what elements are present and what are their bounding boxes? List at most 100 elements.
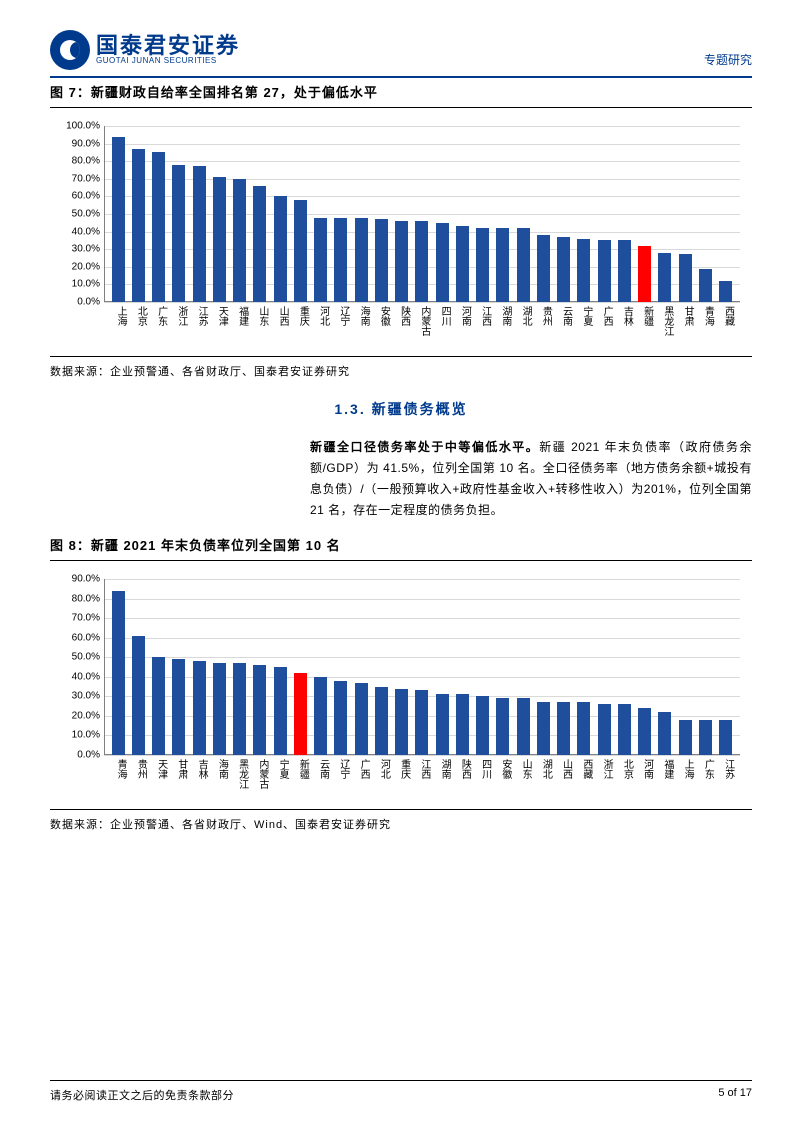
x-tick-label: 江西 bbox=[415, 755, 429, 805]
x-tick-label: 江西 bbox=[476, 302, 490, 352]
x-tick-label: 宁夏 bbox=[273, 755, 287, 805]
chart-bar bbox=[658, 712, 671, 755]
chart-bar bbox=[719, 281, 732, 302]
figure7-source: 数据来源：企业预警通、各省财政厅、国泰君安证券研究 bbox=[50, 363, 752, 379]
y-tick-label: 90.0% bbox=[58, 574, 100, 585]
chart-bar bbox=[193, 166, 206, 302]
y-tick-label: 90.0% bbox=[58, 138, 100, 149]
page-header: 国泰君安证券 GUOTAI JUNAN SECURITIES 专题研究 bbox=[50, 30, 752, 70]
x-tick-label: 青海 bbox=[698, 302, 712, 352]
chart-bar bbox=[213, 663, 226, 755]
x-tick-label: 广西 bbox=[597, 302, 611, 352]
x-tick-label: 新疆 bbox=[638, 302, 652, 352]
chart-bar bbox=[496, 698, 509, 755]
x-tick-label: 贵州 bbox=[536, 302, 550, 352]
y-tick-label: 70.0% bbox=[58, 173, 100, 184]
x-tick-label: 天津 bbox=[152, 755, 166, 805]
x-tick-label: 浙江 bbox=[597, 755, 611, 805]
figure7-chart: 0.0%10.0%20.0%30.0%40.0%50.0%60.0%70.0%8… bbox=[50, 107, 752, 357]
x-tick-label: 四川 bbox=[435, 302, 449, 352]
x-tick-label: 江苏 bbox=[719, 755, 733, 805]
y-tick-label: 80.0% bbox=[58, 156, 100, 167]
x-tick-label: 青海 bbox=[111, 755, 125, 805]
chart-bar bbox=[679, 720, 692, 755]
chart-bar bbox=[395, 221, 408, 302]
brand-logo: 国泰君安证券 GUOTAI JUNAN SECURITIES bbox=[50, 30, 240, 70]
chart-bar bbox=[172, 165, 185, 302]
x-tick-label: 河北 bbox=[314, 302, 328, 352]
chart-bar bbox=[193, 661, 206, 755]
chart-bar bbox=[638, 246, 651, 302]
chart-bar bbox=[172, 659, 185, 755]
x-tick-label: 甘肃 bbox=[172, 755, 186, 805]
x-tick-label: 吉林 bbox=[617, 302, 631, 352]
x-tick-label: 陕西 bbox=[455, 755, 469, 805]
x-tick-label: 辽宁 bbox=[334, 755, 348, 805]
x-tick-label: 北京 bbox=[617, 755, 631, 805]
y-tick-label: 40.0% bbox=[58, 226, 100, 237]
chart-bar bbox=[112, 137, 125, 302]
chart-bar bbox=[598, 240, 611, 302]
y-tick-label: 100.0% bbox=[58, 121, 100, 132]
x-tick-label: 黑龙江 bbox=[658, 302, 672, 352]
x-tick-label: 山西 bbox=[273, 302, 287, 352]
x-tick-label: 辽宁 bbox=[334, 302, 348, 352]
chart-bar bbox=[253, 665, 266, 755]
chart-bar bbox=[152, 152, 165, 302]
chart-bar bbox=[456, 694, 469, 755]
y-tick-label: 60.0% bbox=[58, 191, 100, 202]
x-tick-label: 海南 bbox=[212, 755, 226, 805]
x-tick-label: 河南 bbox=[455, 302, 469, 352]
x-tick-label: 海南 bbox=[354, 302, 368, 352]
para-bold: 新疆全口径债务率处于中等偏低水平。 bbox=[310, 440, 539, 454]
y-tick-label: 60.0% bbox=[58, 632, 100, 643]
logo-icon bbox=[50, 30, 90, 70]
logo-text-en: GUOTAI JUNAN SECURITIES bbox=[96, 57, 240, 65]
x-tick-label: 广东 bbox=[152, 302, 166, 352]
y-tick-label: 70.0% bbox=[58, 613, 100, 624]
x-tick-label: 西藏 bbox=[577, 755, 591, 805]
chart-bar bbox=[537, 702, 550, 755]
y-tick-label: 30.0% bbox=[58, 244, 100, 255]
x-tick-label: 宁夏 bbox=[577, 302, 591, 352]
chart-bar bbox=[294, 200, 307, 302]
logo-text-cn: 国泰君安证券 bbox=[96, 35, 240, 57]
y-tick-label: 50.0% bbox=[58, 652, 100, 663]
x-tick-label: 甘肃 bbox=[678, 302, 692, 352]
chart-bar bbox=[334, 218, 347, 302]
chart-bar bbox=[537, 235, 550, 302]
y-tick-label: 50.0% bbox=[58, 209, 100, 220]
chart-bar bbox=[436, 694, 449, 755]
x-tick-label: 黑龙江 bbox=[233, 755, 247, 805]
y-tick-label: 10.0% bbox=[58, 279, 100, 290]
x-tick-label: 四川 bbox=[476, 755, 490, 805]
x-tick-label: 重庆 bbox=[395, 755, 409, 805]
chart-bar bbox=[112, 591, 125, 755]
chart-bar bbox=[253, 186, 266, 302]
x-tick-label: 云南 bbox=[557, 302, 571, 352]
chart-bar bbox=[719, 720, 732, 755]
chart-bar bbox=[699, 720, 712, 755]
chart-bar bbox=[334, 681, 347, 755]
chart-bar bbox=[496, 228, 509, 302]
figure8-chart: 0.0%10.0%20.0%30.0%40.0%50.0%60.0%70.0%8… bbox=[50, 560, 752, 810]
x-tick-label: 贵州 bbox=[131, 755, 145, 805]
x-tick-label: 陕西 bbox=[395, 302, 409, 352]
y-tick-label: 0.0% bbox=[58, 297, 100, 308]
chart-bar bbox=[355, 683, 368, 755]
x-tick-label: 山东 bbox=[253, 302, 267, 352]
header-rule bbox=[50, 76, 752, 78]
x-tick-label: 湖南 bbox=[435, 755, 449, 805]
x-tick-label: 浙江 bbox=[172, 302, 186, 352]
chart-bar bbox=[557, 702, 570, 755]
y-tick-label: 0.0% bbox=[58, 750, 100, 761]
chart-bar bbox=[658, 253, 671, 302]
chart-bar bbox=[375, 219, 388, 302]
x-tick-label: 湖北 bbox=[536, 755, 550, 805]
y-tick-label: 40.0% bbox=[58, 671, 100, 682]
x-tick-label: 上海 bbox=[111, 302, 125, 352]
x-tick-label: 西藏 bbox=[719, 302, 733, 352]
chart-bar bbox=[233, 663, 246, 755]
chart-bar bbox=[557, 237, 570, 302]
figure8-title: 图 8：新疆 2021 年末负债率位列全国第 10 名 bbox=[50, 535, 752, 554]
